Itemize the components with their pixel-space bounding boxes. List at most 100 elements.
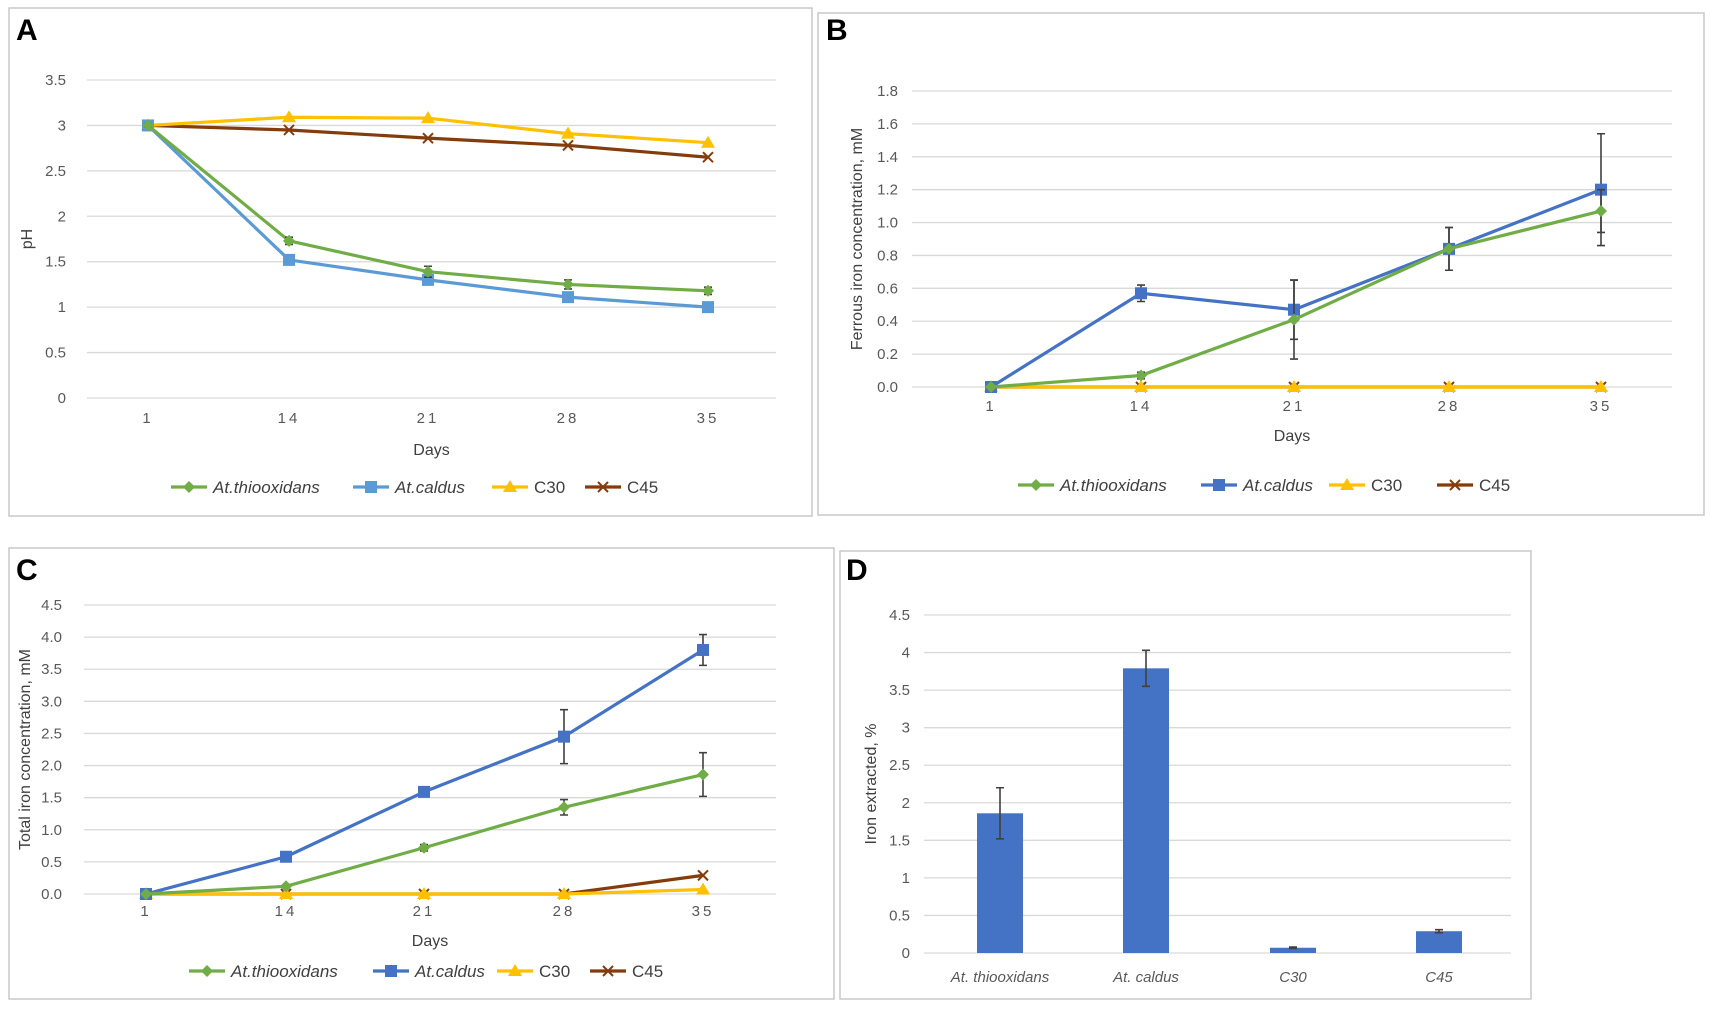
a-point-c45 xyxy=(283,124,295,136)
c-y-axis-title: Total iron concentration, mM xyxy=(17,649,34,850)
c-point-c30 xyxy=(557,887,571,899)
a-x-tick-label: 35 xyxy=(697,410,720,427)
d-category-label: C30 xyxy=(1279,969,1307,986)
a-x-tick-label: 21 xyxy=(417,410,440,427)
a-point-at-caldus xyxy=(702,301,714,314)
c-point-at-thiooxidans xyxy=(697,768,709,781)
c-x-tick-label: 35 xyxy=(692,903,715,920)
a-legend-marker-at-thiooxidans xyxy=(183,481,195,493)
c-point-at-thiooxidans xyxy=(418,841,430,854)
panel-c-frame xyxy=(8,547,835,1000)
c-legend-marker-c30 xyxy=(508,964,522,976)
b-legend-marker-c45 xyxy=(1449,479,1461,491)
c-legend-marker-at-caldus xyxy=(385,965,397,977)
d-category-label: At. thiooxidans xyxy=(950,969,1050,986)
c-point-c30 xyxy=(696,882,710,895)
a-point-at-thiooxidans xyxy=(142,119,154,132)
chart-c: 0.0 0.5 1.0 1.5 2.0 2.5 3.0 3.5 4.0 4.5 1 14 21 28 35 D… xyxy=(17,597,776,981)
b-point-at-thiooxidans xyxy=(1288,313,1300,326)
a-point-at-caldus xyxy=(562,291,574,304)
b-y-tick-label: 0.2 xyxy=(877,346,898,363)
c-y-tick-label: 0.0 xyxy=(41,886,62,903)
c-y-tick-label: 1.0 xyxy=(41,822,62,839)
a-legend-marker-at-caldus xyxy=(365,481,377,493)
d-error-bar xyxy=(996,786,1004,840)
a-point-c30 xyxy=(561,126,575,139)
c-x-tick-label: 1 xyxy=(140,903,151,920)
b-legend-label-at-caldus: At.caldus xyxy=(1242,476,1313,495)
b-x-axis-title: Days xyxy=(1274,428,1310,445)
a-point-at-caldus xyxy=(283,253,295,266)
a-y-tick-label: 2 xyxy=(58,208,66,225)
c-legend-label-at-caldus: At.caldus xyxy=(414,962,485,981)
b-point-at-caldus xyxy=(1135,287,1147,300)
a-x-tick-label: 28 xyxy=(557,410,580,427)
chart-d: 0 0.5 1 1.5 2 2.5 3 3.5 4 4.5 Iron extracted, % At.… xyxy=(863,607,1511,986)
b-x-tick-label: 14 xyxy=(1130,398,1153,415)
panel-letter-a: A xyxy=(16,14,38,47)
b-x-tick-label: 28 xyxy=(1438,398,1461,415)
b-y-axis-title: Ferrous iron concentration, mM xyxy=(849,128,866,350)
a-point-c45 xyxy=(702,151,714,163)
d-error-bar xyxy=(1142,649,1150,688)
a-legend-label-at-thiooxidans: At.thiooxidans xyxy=(212,478,320,497)
c-point-c45 xyxy=(697,869,709,882)
c-y-tick-label: 2.5 xyxy=(41,725,62,742)
b-y-tick-label: 0.6 xyxy=(877,280,898,297)
a-legend-label-c45: C45 xyxy=(627,478,658,497)
c-legend-marker-c45 xyxy=(602,965,614,977)
d-y-tick-label: 2 xyxy=(902,795,910,812)
c-point-at-caldus xyxy=(697,643,709,656)
a-y-tick-label: 1 xyxy=(58,299,66,316)
b-y-tick-label: 0.4 xyxy=(877,313,898,330)
a-point-at-thiooxidans xyxy=(702,284,714,297)
c-legend-label-c45: C45 xyxy=(632,962,663,981)
d-y-tick-label: 0 xyxy=(902,945,910,962)
a-y-axis-title: pH xyxy=(19,229,36,249)
c-point-at-caldus xyxy=(558,730,570,743)
b-legend-marker-at-thiooxidans xyxy=(1030,479,1042,491)
panel-d-frame xyxy=(839,550,1532,1000)
a-x-tick-label: 1 xyxy=(142,410,153,427)
a-y-tick-label: 3.5 xyxy=(45,72,66,89)
b-point-c30 xyxy=(1287,380,1301,392)
a-legend-marker-c45 xyxy=(597,481,609,493)
d-y-tick-label: 2.5 xyxy=(889,757,910,774)
b-y-tick-label: 1.2 xyxy=(877,182,898,199)
d-y-tick-label: 1.5 xyxy=(889,832,910,849)
d-y-axis-title: Iron extracted, % xyxy=(863,724,880,845)
c-y-tick-label: 2.0 xyxy=(41,758,62,775)
d-y-tick-label: 4 xyxy=(902,645,910,662)
b-x-tick-label: 1 xyxy=(985,398,996,415)
c-point-at-caldus xyxy=(280,850,292,863)
b-legend-marker-c30 xyxy=(1340,478,1354,490)
a-y-tick-label: 0 xyxy=(58,390,66,407)
b-legend-label-c30: C30 xyxy=(1371,476,1402,495)
c-y-tick-label: 1.5 xyxy=(41,790,62,807)
b-y-tick-label: 1.0 xyxy=(877,215,898,232)
panel-letter-b: B xyxy=(826,14,848,47)
b-point-at-thiooxidans xyxy=(1443,242,1455,255)
c-legend-label-c30: C30 xyxy=(539,962,570,981)
c-point-at-thiooxidans xyxy=(140,888,152,900)
a-legend-marker-c30 xyxy=(503,480,517,492)
d-y-tick-label: 3 xyxy=(902,720,910,737)
c-x-tick-label: 28 xyxy=(553,903,576,920)
d-category-label: At. caldus xyxy=(1112,969,1179,986)
b-legend-label-at-thiooxidans: At.thiooxidans xyxy=(1059,476,1167,495)
c-x-axis-title: Days xyxy=(412,933,448,950)
b-x-tick-label: 21 xyxy=(1283,398,1306,415)
chart-a: 0 0.5 1 1.5 2 2.5 3 3.5 1 14 21 28 35 Days pH At.thioox… xyxy=(19,72,776,497)
c-y-tick-label: 4.5 xyxy=(41,597,62,614)
d-bar-c45 xyxy=(1416,931,1462,953)
b-y-tick-label: 1.4 xyxy=(877,149,898,166)
panel-letter-d: D xyxy=(846,554,868,587)
b-y-tick-label: 1.6 xyxy=(877,116,898,133)
a-x-tick-label: 14 xyxy=(278,410,301,427)
b-point-at-thiooxidans xyxy=(1595,205,1607,218)
a-legend-label-c30: C30 xyxy=(534,478,565,497)
d-category-label: C45 xyxy=(1425,969,1453,986)
c-legend-label-at-thiooxidans: At.thiooxidans xyxy=(230,962,338,981)
c-x-tick-label: 21 xyxy=(413,903,436,920)
d-error-bar xyxy=(1435,928,1443,934)
